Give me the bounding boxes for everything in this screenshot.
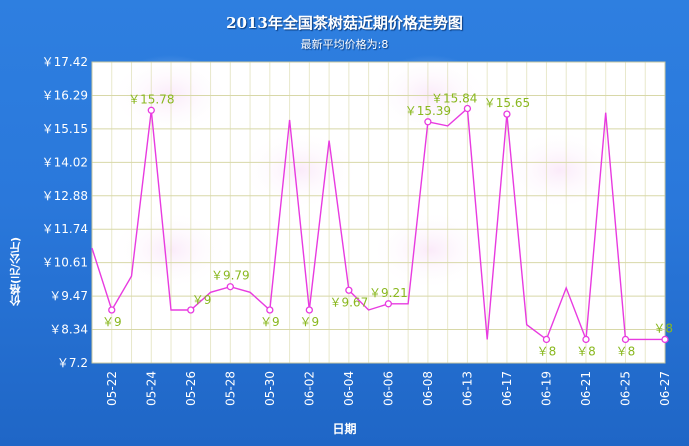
- x-tick-label: 06-08: [421, 371, 435, 406]
- x-tick-label: 05-24: [144, 371, 158, 406]
- data-label: ￥9: [192, 293, 212, 307]
- x-tick-label: 06-06: [381, 371, 395, 406]
- data-point: [226, 283, 234, 291]
- watermark-shape: [370, 210, 490, 290]
- data-point: [463, 104, 472, 113]
- y-tick-label: ￥16.29: [42, 88, 88, 102]
- y-tick-label: ￥7.2: [57, 356, 88, 370]
- data-label: ￥9: [260, 315, 280, 329]
- data-point: [305, 306, 313, 314]
- data-point: [345, 286, 353, 294]
- data-label: ￥9: [102, 315, 122, 329]
- data-point: [108, 306, 116, 314]
- data-label: ￥15.84: [431, 92, 477, 106]
- data-point: [621, 335, 630, 344]
- plot-border: [91, 61, 666, 364]
- data-label: ￥9: [300, 315, 320, 329]
- data-label: ￥15.39: [405, 104, 451, 118]
- data-label: ￥9.67: [329, 295, 368, 309]
- data-label: ￥8: [576, 344, 596, 358]
- data-label: ￥8: [653, 321, 673, 335]
- data-label: ￥9.79: [211, 269, 250, 283]
- y-tick-label: ￥11.74: [42, 222, 88, 236]
- x-tick-label: 06-02: [302, 371, 316, 406]
- y-tick-label: ￥12.88: [42, 189, 88, 203]
- data-point: [384, 300, 393, 308]
- x-tick-label: 06-19: [539, 371, 553, 406]
- y-tick-label: ￥8.34: [49, 323, 88, 337]
- x-tick-label: 06-21: [579, 371, 593, 406]
- y-tick-label: ￥9.47: [49, 289, 88, 303]
- data-point: [582, 335, 590, 344]
- y-tick-label: ￥17.42: [42, 55, 88, 69]
- data-point: [661, 335, 669, 344]
- x-tick-label: 06-04: [342, 371, 356, 406]
- chart-title: 2013年全国茶树菇近期价格走势图: [226, 14, 463, 32]
- data-point: [147, 106, 155, 114]
- data-point: [266, 306, 274, 314]
- watermark-shape: [500, 130, 620, 210]
- x-axis-label: 日期: [332, 422, 357, 436]
- data-label: ￥15.78: [128, 92, 174, 106]
- data-point: [542, 335, 551, 344]
- data-point: [187, 306, 195, 314]
- watermark-shape: [240, 130, 360, 210]
- data-label: ￥8: [537, 344, 557, 358]
- x-tick-label: 05-22: [105, 371, 119, 406]
- data-label: ￥15.65: [484, 96, 530, 110]
- y-tick-label: ￥15.15: [42, 122, 88, 136]
- data-point: [503, 110, 511, 118]
- y-tick-label: ￥14.02: [42, 155, 88, 169]
- x-tick-label: 05-28: [223, 371, 237, 406]
- chart-subtitle: 最新平均价格为:8: [300, 38, 389, 51]
- data-label: ￥9.21: [369, 286, 408, 300]
- x-tick-label: 06-17: [500, 371, 514, 406]
- watermark-shape: [110, 210, 230, 290]
- x-tick-label: 05-26: [184, 371, 198, 406]
- data-label: ￥8: [616, 344, 636, 358]
- x-tick-label: 06-25: [618, 371, 632, 406]
- x-tick-label: 06-27: [658, 371, 672, 406]
- y-tick-label: ￥10.61: [42, 256, 88, 270]
- x-tick-label: 06-13: [460, 371, 474, 406]
- data-point: [424, 118, 432, 126]
- x-tick-label: 05-30: [263, 371, 277, 406]
